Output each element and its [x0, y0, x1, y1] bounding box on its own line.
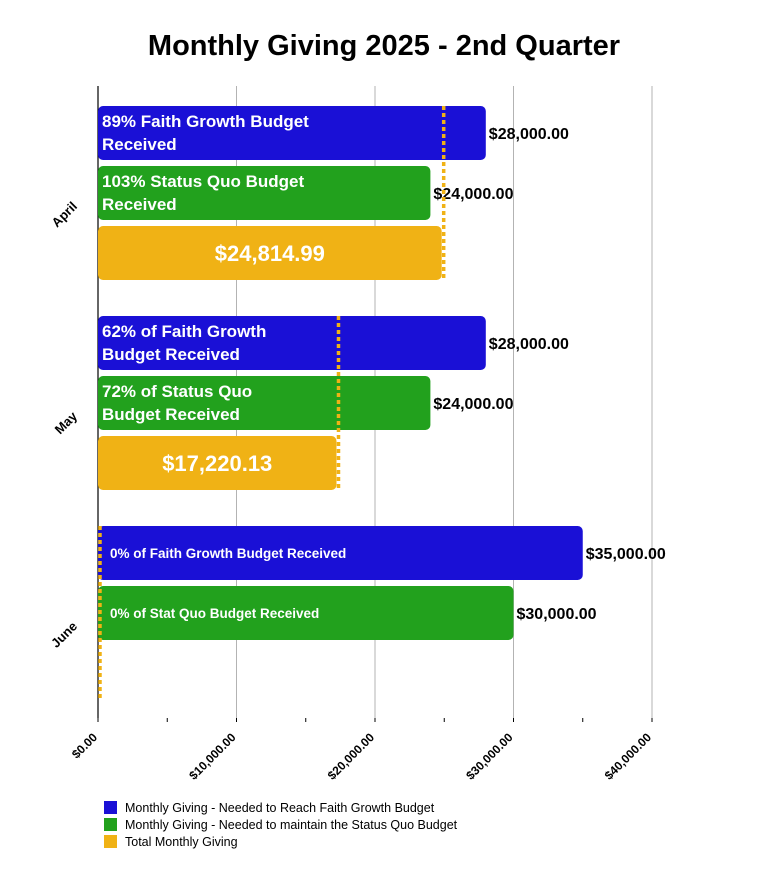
bar-label-status-quo-may: Budget Received — [102, 405, 240, 424]
legend-item-status-quo: Monthly Giving - Needed to maintain the … — [104, 816, 457, 833]
bar-label-faith-growth-june: 0% of Faith Growth Budget Received — [110, 546, 346, 561]
value-label-faith-growth-april: $28,000.00 — [489, 126, 569, 143]
legend-label-faith-growth: Monthly Giving - Needed to Reach Faith G… — [125, 800, 435, 815]
bar-status-quo-june — [98, 586, 514, 640]
value-label-status-quo-april: $24,000.00 — [433, 186, 513, 203]
legend: Monthly Giving - Needed to Reach Faith G… — [104, 799, 457, 850]
value-label-faith-growth-may: $28,000.00 — [489, 336, 569, 353]
chart-title: Monthly Giving 2025 - 2nd Quarter — [147, 30, 621, 62]
bar-label-status-quo-may: 72% of Status Quo — [102, 382, 252, 401]
category-label-may: May — [52, 408, 81, 437]
value-label-status-quo-may: $24,000.00 — [433, 396, 513, 413]
legend-item-total-giving: Total Monthly Giving — [104, 833, 457, 850]
x-tick-label: $10,000.00 — [186, 730, 239, 783]
x-tick-label: $40,000.00 — [602, 730, 655, 783]
bar-label-faith-growth-april: 89% Faith Growth Budget — [102, 112, 309, 131]
bar-total-giving-april — [98, 226, 442, 280]
bar-status-quo-may — [98, 376, 431, 430]
bar-faith-growth-april — [98, 106, 486, 160]
category-label-june: June — [48, 619, 80, 651]
value-label-faith-growth-june: $35,000.00 — [586, 546, 666, 563]
bar-label-faith-growth-april: Received — [102, 135, 177, 154]
legend-swatch-status-quo — [104, 818, 117, 831]
legend-item-faith-growth: Monthly Giving - Needed to Reach Faith G… — [104, 799, 457, 816]
bar-faith-growth-may — [98, 316, 486, 370]
bar-status-quo-april — [98, 166, 431, 220]
bar-label-status-quo-april: 103% Status Quo Budget — [102, 172, 304, 191]
bar-faith-growth-june — [98, 526, 583, 580]
bar-label-status-quo-april: Received — [102, 195, 177, 214]
legend-swatch-faith-growth — [104, 801, 117, 814]
x-tick-label: $0.00 — [69, 730, 100, 761]
value-label-status-quo-june: $30,000.00 — [517, 606, 597, 623]
bar-label-total-giving-may: $17,220.13 — [162, 451, 272, 476]
bar-label-faith-growth-may: Budget Received — [102, 345, 240, 364]
legend-label-status-quo: Monthly Giving - Needed to maintain the … — [125, 817, 458, 832]
legend-label-total-giving: Total Monthly Giving — [125, 834, 238, 849]
x-tick-label: $20,000.00 — [325, 730, 378, 783]
bar-total-giving-may — [98, 436, 337, 490]
bar-label-faith-growth-may: 62% of Faith Growth — [102, 322, 266, 341]
category-label-april: April — [49, 199, 81, 231]
bar-label-status-quo-june: 0% of Stat Quo Budget Received — [110, 606, 319, 621]
x-tick-label: $30,000.00 — [463, 730, 516, 783]
legend-swatch-total-giving — [104, 835, 117, 848]
bar-label-total-giving-april: $24,814.99 — [215, 241, 325, 266]
